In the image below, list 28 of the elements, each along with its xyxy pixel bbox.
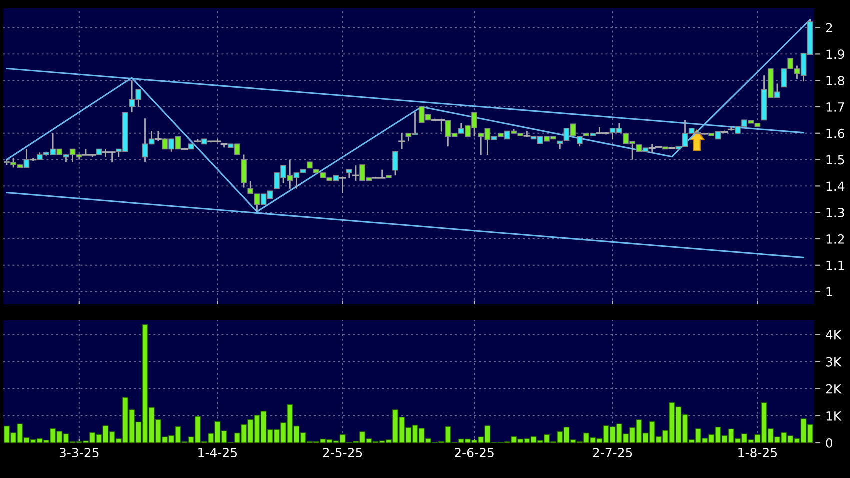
y-tick-label: 1.3 [826, 208, 844, 218]
y-tick-label: 1.8 [826, 76, 844, 86]
x-tick-label: 1-8-25 [738, 448, 778, 458]
y-tick-label: 3K [826, 357, 842, 367]
y-tick-label: 1.6 [826, 128, 845, 138]
candlestick [398, 132, 406, 150]
x-tick-label: 2-6-25 [455, 448, 494, 458]
y-tick-label: 1.9 [826, 50, 844, 60]
x-tick-label: 2-5-25 [323, 448, 362, 458]
x-tick-label: 1-4-25 [198, 448, 238, 458]
candlestick [339, 176, 346, 194]
y-tick-label: 1.4 [826, 182, 845, 191]
y-tick-label: 1 [826, 287, 832, 297]
y-tick-label: 1.2 [826, 234, 844, 244]
candlestick [154, 130, 162, 142]
y-tick-label: 4K [826, 330, 842, 340]
y-tick-label: 1K [826, 412, 842, 421]
y-tick-label: 2K [826, 384, 842, 394]
candlestick [392, 151, 398, 176]
y-tick-label: 0 [826, 438, 833, 448]
y-tick-label: 1.7 [826, 102, 844, 112]
candlestick [352, 164, 360, 182]
y-tick-label: 1.5 [826, 155, 844, 165]
x-tick-label: 2-7-25 [593, 448, 632, 458]
y-tick-label: 1.1 [826, 261, 844, 270]
candlestick [241, 154, 247, 188]
y-tick-label: 2 [826, 23, 832, 33]
x-tick-label: 3-3-25 [60, 448, 99, 458]
